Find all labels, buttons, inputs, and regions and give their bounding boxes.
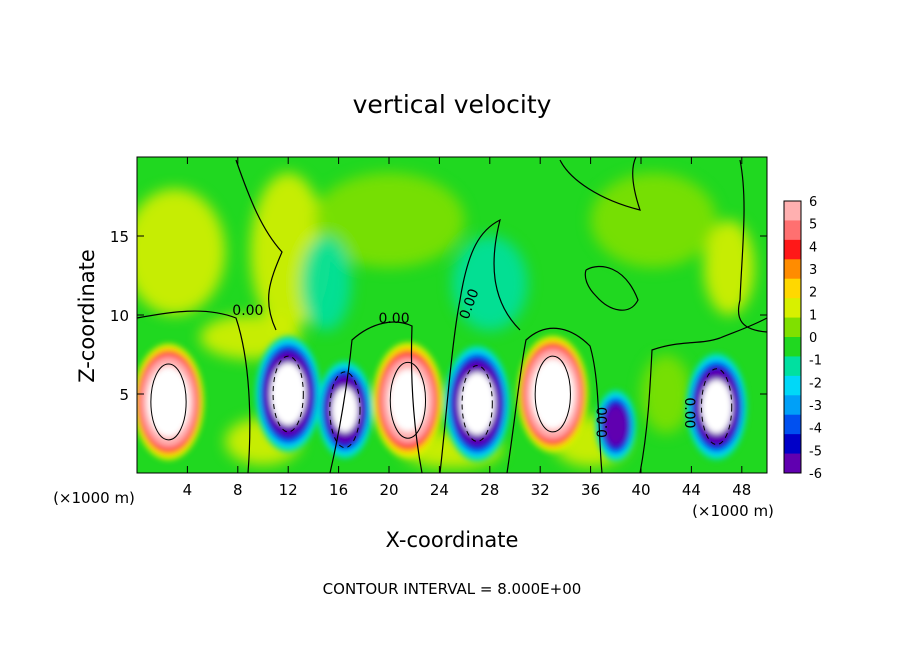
field-patch [313,172,465,268]
colorbar-tick-label: 1 [809,308,817,323]
negative-contour-line [700,368,733,446]
x-unit-label-left: (×1000 m) [53,489,135,507]
x-tick-label: 16 [329,481,348,499]
x-tick-label: 12 [279,481,298,499]
colorbar-tick-label: -5 [809,444,822,459]
colorbar-swatch [784,278,801,299]
zero-contour-line [584,266,639,311]
colorbar-swatch [784,317,801,338]
zero-contour-line [506,327,603,473]
plot-area [136,156,768,474]
colorbar-swatch [784,337,801,357]
colorbar-tick-label: 3 [809,263,817,278]
field-patch [590,172,717,268]
updraft-cell [137,343,204,461]
contour-label: 0.00 [232,303,263,319]
colorbar-tick-label: 2 [809,286,817,301]
cell-level [270,362,306,426]
cell-level [389,369,427,432]
positive-contour-line [389,361,427,439]
colorbar-tick-label: 0 [809,331,817,346]
x-unit-label-right: (×1000 m) [692,502,774,520]
chart-title: vertical velocity [353,90,552,119]
colorbar-frame [783,200,802,474]
x-axis-ticks: 4 8 12 16 20 24 28 32 36 40 44 48 [183,157,751,499]
zero-contours [137,157,767,473]
updraft-cell [372,342,444,459]
colorbar-swatch [784,414,801,435]
colorbar-tick-label: 6 [809,195,817,210]
zero-contour-line [639,317,767,473]
colorbar-swatch [784,259,801,280]
field-patch [704,220,755,315]
colorbar-swatch [784,375,801,396]
colorbar: 6 5 4 3 2 1 0 -1 -2 -3 -4 -5 -6 [783,195,822,482]
cell-level [701,379,732,434]
zero-contour-line [329,321,423,473]
positive-contour-line [150,363,187,441]
y-tick-label: 10 [110,307,129,325]
colorbar-swatch [784,434,801,455]
downdraft-cell [255,336,322,452]
zero-contour-line [137,310,251,473]
x-tick-label: 36 [581,481,600,499]
x-tick-label: 48 [732,481,751,499]
field-patch [641,354,692,434]
x-tick-label: 24 [430,481,449,499]
downdraft-cell [595,389,637,462]
velocity-field-cells [137,335,747,462]
y-axis-ticks: 5 10 15 [110,228,767,404]
contour-label: 0.00 [595,407,611,438]
zero-contour-line [439,218,521,473]
contour-label: 0.00 [681,397,697,428]
x-tick-label: 8 [233,481,243,499]
colorbar-swatch [784,395,801,416]
contour-label: 0.00 [378,311,409,327]
zero-contour-line [235,159,283,331]
colorbar-swatch [784,356,801,377]
y-tick-label: 15 [110,228,129,246]
cell-level [459,372,495,435]
colorbar-swatch [784,239,801,260]
zero-contour-line [737,159,767,333]
x-tick-label: 32 [531,481,550,499]
field-patch [452,236,528,331]
colorbar-swatch [784,201,801,221]
negative-contour-line [272,355,304,433]
x-tick-label: 44 [682,481,701,499]
colorbar-tick-label: 4 [809,240,817,255]
cell-level [147,366,190,437]
y-tick-label: 5 [119,386,129,404]
colorbar-tick-label: -2 [809,376,822,391]
field-patch [300,236,352,331]
x-axis-label: X-coordinate [386,528,519,552]
x-tick-label: 4 [183,481,193,499]
colorbar-tick-label: 5 [809,218,817,233]
field-patch [137,188,226,315]
updraft-cell [517,335,589,453]
colorbar-tick-label: -1 [809,354,822,369]
negative-contour-line [461,365,493,442]
colorbar-swatch [784,453,801,474]
downdraft-cell [317,360,373,459]
x-tick-label: 40 [631,481,650,499]
x-tick-label: 20 [379,481,398,499]
downdraft-cell [444,345,511,462]
colorbar-swatch [784,220,801,241]
cell-level [531,359,575,429]
cell-level [331,387,358,433]
downdraft-cell [686,353,747,461]
zero-contour-line [559,157,641,211]
colorbar-tick-label: -4 [809,422,822,437]
negative-contour-line [329,371,361,449]
positive-contour-line [534,355,571,433]
x-tick-label: 28 [480,481,499,499]
y-axis-label: Z-coordinate [75,249,99,383]
cell-level [606,409,626,442]
colorbar-swatch [784,298,801,319]
contour-interval-text: CONTOUR INTERVAL = 8.000E+00 [323,580,582,598]
colorbar-tick-label: -3 [809,399,822,414]
colorbar-tick-label: -6 [809,467,822,482]
